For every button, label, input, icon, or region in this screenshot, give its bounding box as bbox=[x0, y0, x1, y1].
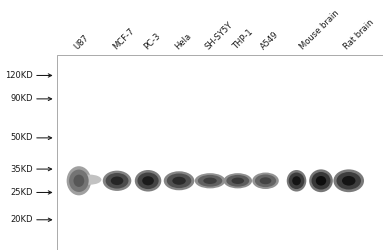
Ellipse shape bbox=[287, 170, 306, 192]
Ellipse shape bbox=[74, 174, 84, 187]
Ellipse shape bbox=[255, 174, 276, 187]
Text: THP-1: THP-1 bbox=[231, 27, 255, 51]
Ellipse shape bbox=[103, 171, 131, 191]
Ellipse shape bbox=[167, 174, 191, 188]
Ellipse shape bbox=[337, 172, 361, 190]
Ellipse shape bbox=[135, 170, 161, 192]
Ellipse shape bbox=[289, 172, 304, 189]
Ellipse shape bbox=[164, 171, 194, 190]
Ellipse shape bbox=[203, 178, 217, 184]
Ellipse shape bbox=[198, 175, 222, 186]
Ellipse shape bbox=[231, 178, 244, 184]
Ellipse shape bbox=[260, 177, 272, 184]
Text: Mouse brain: Mouse brain bbox=[298, 8, 341, 51]
Text: MCF-7: MCF-7 bbox=[111, 26, 136, 51]
Ellipse shape bbox=[292, 176, 301, 185]
Text: U87: U87 bbox=[72, 33, 91, 51]
Text: 120KD: 120KD bbox=[5, 71, 33, 80]
Text: 35KD: 35KD bbox=[10, 164, 33, 173]
Ellipse shape bbox=[309, 169, 333, 192]
Ellipse shape bbox=[252, 172, 279, 189]
Ellipse shape bbox=[316, 176, 326, 186]
Text: 20KD: 20KD bbox=[10, 215, 33, 224]
Text: 50KD: 50KD bbox=[10, 134, 33, 142]
Text: 25KD: 25KD bbox=[10, 188, 33, 197]
Ellipse shape bbox=[78, 174, 101, 185]
Ellipse shape bbox=[69, 170, 88, 192]
Text: Rat brain: Rat brain bbox=[342, 18, 376, 51]
Ellipse shape bbox=[224, 173, 252, 188]
Ellipse shape bbox=[334, 169, 364, 192]
Ellipse shape bbox=[195, 173, 225, 188]
Ellipse shape bbox=[142, 176, 154, 185]
Text: 90KD: 90KD bbox=[10, 94, 33, 104]
Ellipse shape bbox=[311, 172, 331, 190]
Ellipse shape bbox=[106, 173, 128, 188]
Text: SH-SY5Y: SH-SY5Y bbox=[204, 20, 235, 51]
Text: PC-3: PC-3 bbox=[142, 31, 162, 51]
Ellipse shape bbox=[67, 166, 91, 195]
Ellipse shape bbox=[137, 172, 159, 189]
Text: A549: A549 bbox=[259, 30, 281, 51]
Ellipse shape bbox=[342, 176, 355, 186]
Text: Hela: Hela bbox=[173, 31, 193, 51]
Ellipse shape bbox=[226, 175, 249, 186]
Ellipse shape bbox=[111, 176, 123, 185]
Ellipse shape bbox=[172, 177, 186, 185]
